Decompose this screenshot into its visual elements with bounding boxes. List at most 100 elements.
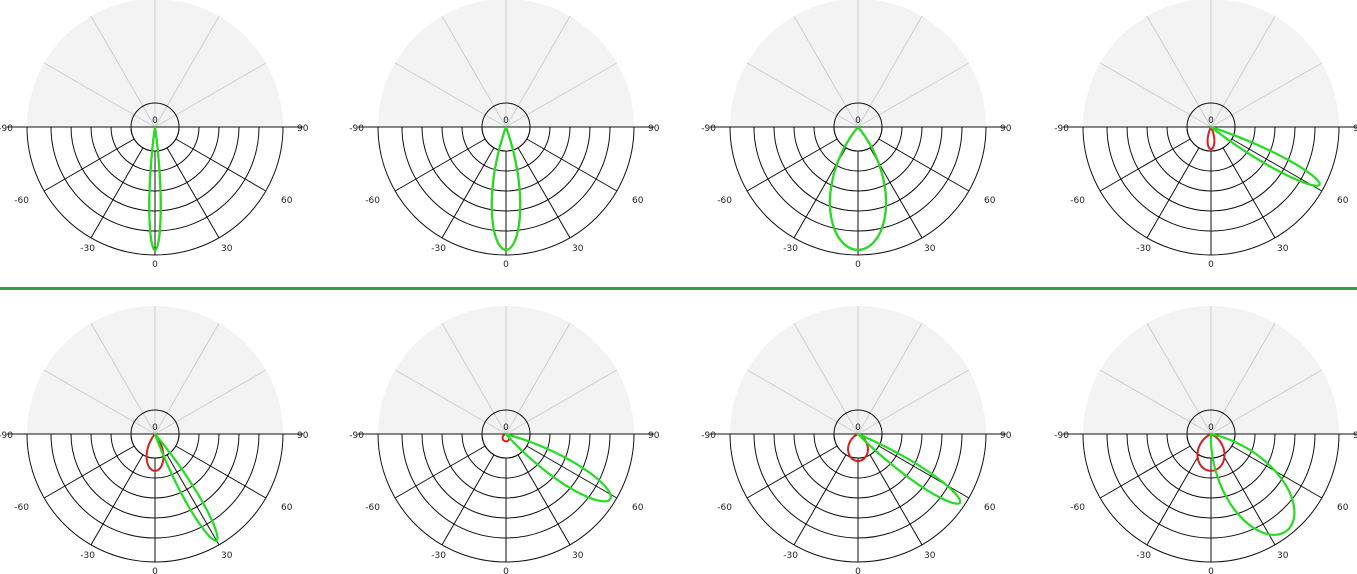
upper-radial (441, 322, 507, 435)
row-divider (0, 287, 1357, 290)
tick-label: -60 (14, 503, 29, 513)
upper-radial (1146, 15, 1212, 128)
radial-line (1222, 147, 1276, 239)
upper-radial (394, 369, 507, 435)
upper-radial (90, 15, 156, 128)
tick-label: 90 (1000, 124, 1012, 134)
curve-a (145, 433, 165, 472)
tick-label: -60 (14, 196, 29, 206)
tick-label: 90 (1353, 124, 1357, 134)
tick-label: 30 (924, 551, 936, 561)
radial-line (175, 445, 267, 499)
radial-line (1146, 454, 1200, 546)
tick-label: -60 (1070, 196, 1085, 206)
upper-radial (43, 369, 156, 435)
radial-line (394, 138, 486, 192)
radial-line (90, 147, 144, 239)
ring (481, 126, 531, 152)
radial-line (526, 445, 618, 499)
tick-label: -30 (80, 244, 95, 254)
radial-line (166, 147, 220, 239)
tick-label: -90 (701, 124, 716, 134)
tick-label: -30 (431, 244, 446, 254)
tick-label: 90 (648, 431, 660, 441)
tick-label: 0 (152, 260, 158, 270)
upper-radial (441, 15, 507, 128)
radial-line (746, 138, 838, 192)
upper-radial (505, 369, 618, 435)
ring (481, 433, 531, 459)
radial-line (517, 454, 571, 546)
polar-plot: -90 90 -60 60 -30 30 0 0 (701, 0, 1012, 270)
radial-line (526, 138, 618, 192)
upper-radial (793, 322, 859, 435)
radial-line (43, 445, 135, 499)
upper-radial (746, 369, 859, 435)
tick-label: 0 (503, 567, 509, 574)
tick-label: 60 (984, 503, 996, 513)
polar-plot: -90 90 -60 60 -30 30 0 0 (1054, 306, 1357, 574)
radial-line (441, 147, 495, 239)
diagram-d100x17: D100x17Faisceau 100°x17°-9090-6060-30300… (701, 306, 1012, 574)
radial-line (793, 454, 847, 546)
tick-label: -60 (717, 503, 732, 513)
tick-label: -60 (365, 196, 380, 206)
tick-label: 60 (281, 503, 293, 513)
tick-label: 0 (152, 423, 158, 433)
curve-b (856, 432, 962, 505)
tick-label: -90 (0, 124, 13, 134)
polar-plot: -90 90 -60 60 -30 30 0 0 (0, 0, 309, 270)
upper-radial (505, 15, 571, 128)
tick-label: 0 (1208, 423, 1214, 433)
tick-label: 90 (1353, 431, 1357, 441)
tick-label: -30 (80, 551, 95, 561)
upper-radial (1210, 369, 1323, 435)
tick-label: -90 (349, 124, 364, 134)
radial-line (441, 454, 495, 546)
curve-b (148, 125, 162, 251)
curve-b (1209, 125, 1321, 187)
curve-b (153, 432, 219, 542)
radial-line (43, 138, 135, 192)
tick-label: 30 (572, 551, 584, 561)
upper-radial (1146, 322, 1212, 435)
radial-line (1099, 445, 1191, 499)
radial-line (1099, 138, 1191, 192)
upper-radial (154, 15, 220, 128)
polar-plot: -90 90 -60 60 -30 30 0 0 (349, 0, 660, 270)
tick-label: -90 (1054, 124, 1069, 134)
tick-label: 0 (1208, 116, 1214, 126)
tick-label: -60 (1070, 503, 1085, 513)
upper-radial (857, 15, 923, 128)
tick-label: 0 (855, 260, 861, 270)
radial-line (1146, 147, 1200, 239)
tick-label: 0 (503, 423, 509, 433)
upper-radial (505, 322, 571, 435)
diagram-d130x25: D130x25Faisceau 130°x25°-9090-6060-30300… (349, 306, 660, 574)
upper-radial (154, 62, 267, 128)
radial-line (1222, 454, 1276, 546)
curve-a (1196, 433, 1226, 472)
upper-radial (793, 15, 859, 128)
ring (833, 126, 883, 152)
radial-line (878, 445, 970, 499)
tick-label: 0 (503, 116, 509, 126)
diagram-d100x60: D100X60Faisceau 100°x60°-9090-6060-30300… (1054, 306, 1357, 574)
upper-radial (154, 322, 220, 435)
ring (833, 433, 883, 459)
tick-label: 90 (297, 124, 309, 134)
tick-label: 60 (281, 196, 293, 206)
tick-label: -90 (0, 431, 13, 441)
tick-label: 90 (1000, 431, 1012, 441)
tick-label: 60 (632, 503, 644, 513)
upper-radial (746, 62, 859, 128)
polar-plot: -90 90 -60 60 -30 30 0 0 (701, 306, 1012, 574)
tick-label: 90 (297, 431, 309, 441)
tick-label: -30 (431, 551, 446, 561)
tick-label: 30 (1277, 551, 1289, 561)
polar-plot: -90 90 -60 60 -30 30 0 0 (0, 306, 309, 574)
upper-radial (857, 62, 970, 128)
